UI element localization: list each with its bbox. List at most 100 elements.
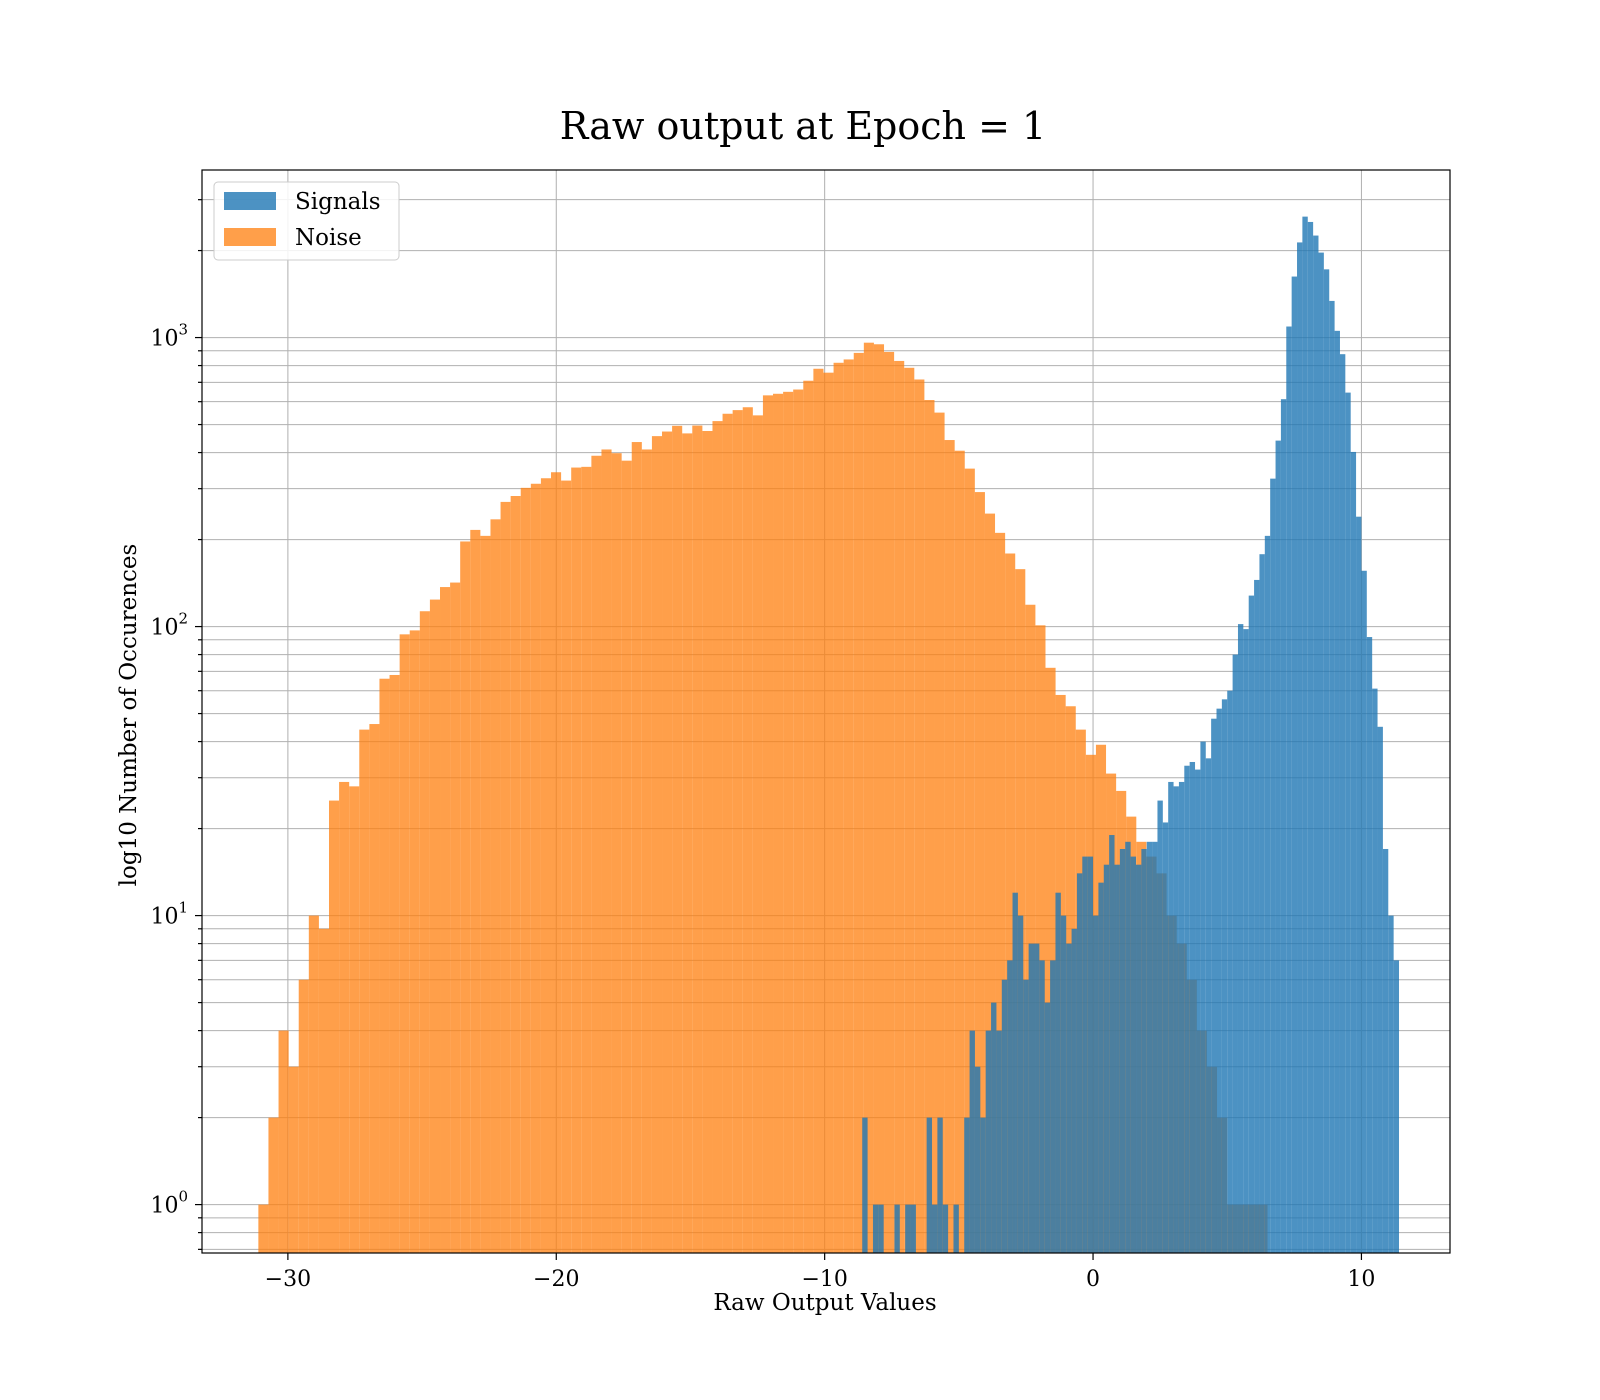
noise-bar <box>873 344 885 1254</box>
signals-bar <box>1023 979 1029 1253</box>
signals-bar <box>991 1002 997 1253</box>
noise-bar <box>894 360 905 1253</box>
noise-bar <box>349 786 360 1253</box>
noise-bar <box>551 472 562 1254</box>
noise-bar <box>813 368 824 1253</box>
noise-bar <box>268 1117 279 1253</box>
noise-bar <box>964 468 975 1253</box>
signals-bar <box>1302 216 1308 1254</box>
noise-bar <box>783 391 794 1254</box>
signals-bar <box>1286 326 1292 1253</box>
signals-bar <box>1237 624 1244 1253</box>
signals-bar <box>1388 915 1394 1253</box>
signals-bar <box>1146 841 1153 1253</box>
y-tick-label: 103 <box>150 321 188 352</box>
noise-bar <box>752 415 763 1254</box>
legend-label-signals: Signals <box>295 189 381 215</box>
legend: Signals Noise <box>213 181 400 261</box>
noise-bar <box>641 449 652 1253</box>
noise-bar <box>510 496 521 1253</box>
signals-bar <box>1280 399 1287 1254</box>
noise-bar <box>762 395 774 1253</box>
noise-bar <box>954 450 965 1253</box>
noise-bar <box>692 425 703 1253</box>
signals-bar <box>1345 392 1351 1254</box>
signals-bar <box>996 1030 1002 1253</box>
signals-bar <box>1227 690 1233 1253</box>
signals-bar <box>1221 699 1228 1253</box>
signals-bar <box>1135 864 1142 1253</box>
noise-bar <box>591 455 602 1253</box>
y-axis-label: log10 Number of Occurences <box>116 544 142 887</box>
signals-bar <box>1323 269 1330 1254</box>
signals-bar <box>1248 595 1255 1253</box>
legend-swatch-noise <box>224 228 276 246</box>
y-tick-label: 102 <box>150 610 188 641</box>
noise-bar <box>409 630 420 1253</box>
signals-bar <box>1339 354 1346 1253</box>
signals-bar <box>1055 892 1061 1253</box>
noise-bar <box>379 678 390 1253</box>
signals-bar <box>1313 235 1319 1254</box>
signals-bar <box>1334 330 1340 1253</box>
signals-bar <box>1178 781 1185 1253</box>
signals-bar <box>1243 629 1249 1253</box>
signals-bar <box>1232 654 1238 1253</box>
signals-bar <box>932 1204 938 1253</box>
signals-bar <box>1060 915 1067 1253</box>
signals-bar <box>1270 478 1276 1253</box>
signals-bar <box>1361 570 1367 1253</box>
noise-bar <box>329 800 340 1253</box>
noise-bar <box>702 431 713 1253</box>
noise-bar <box>601 449 612 1253</box>
noise-bar <box>611 453 622 1254</box>
noise-bar <box>904 367 915 1253</box>
signals-bar <box>1211 718 1217 1253</box>
signals-bar <box>1356 516 1362 1253</box>
signals-bar <box>894 1204 900 1253</box>
x-tick-label: −10 <box>801 1267 847 1292</box>
signals-bar <box>937 1117 943 1253</box>
signals-bar <box>1264 535 1271 1253</box>
noise-bar <box>722 413 733 1254</box>
signals-bar <box>1259 554 1265 1253</box>
noise-bar <box>308 915 319 1253</box>
noise-bar <box>278 1030 289 1253</box>
signals-bar <box>1297 242 1303 1253</box>
signals-bar <box>1254 579 1260 1253</box>
noise-bar <box>540 478 552 1253</box>
noise-bar <box>571 467 582 1254</box>
noise-bar <box>1005 553 1016 1253</box>
noise-bar <box>944 440 955 1253</box>
bars-layer <box>258 216 1400 1254</box>
signals-bar <box>1141 848 1147 1253</box>
signals-bar <box>1012 892 1018 1253</box>
signals-bar <box>910 1204 916 1253</box>
signals-bar <box>1130 856 1136 1253</box>
signals-bar <box>862 1117 868 1253</box>
noise-bar <box>470 529 481 1253</box>
noise-bar <box>651 436 663 1253</box>
noise-bar <box>399 634 410 1253</box>
noise-bar <box>682 433 693 1253</box>
signals-bar <box>1007 960 1013 1253</box>
noise-bar <box>581 466 592 1253</box>
noise-bar <box>339 781 350 1253</box>
noise-bar <box>742 407 753 1253</box>
noise-bar <box>884 351 895 1253</box>
signals-bar <box>1205 758 1212 1253</box>
signals-bar <box>1307 221 1314 1253</box>
noise-bar <box>369 724 380 1253</box>
signals-bar <box>1039 960 1045 1253</box>
noise-bar <box>359 729 370 1253</box>
signals-bar <box>1216 708 1222 1253</box>
signals-bar <box>1082 856 1088 1253</box>
x-tick-label: 10 <box>1347 1267 1375 1292</box>
noise-bar <box>318 928 330 1253</box>
signals-bar <box>1318 252 1324 1253</box>
signals-bar <box>926 1117 933 1253</box>
signals-bar <box>1200 741 1206 1253</box>
noise-bar <box>561 480 572 1253</box>
signals-bar <box>1372 688 1378 1253</box>
